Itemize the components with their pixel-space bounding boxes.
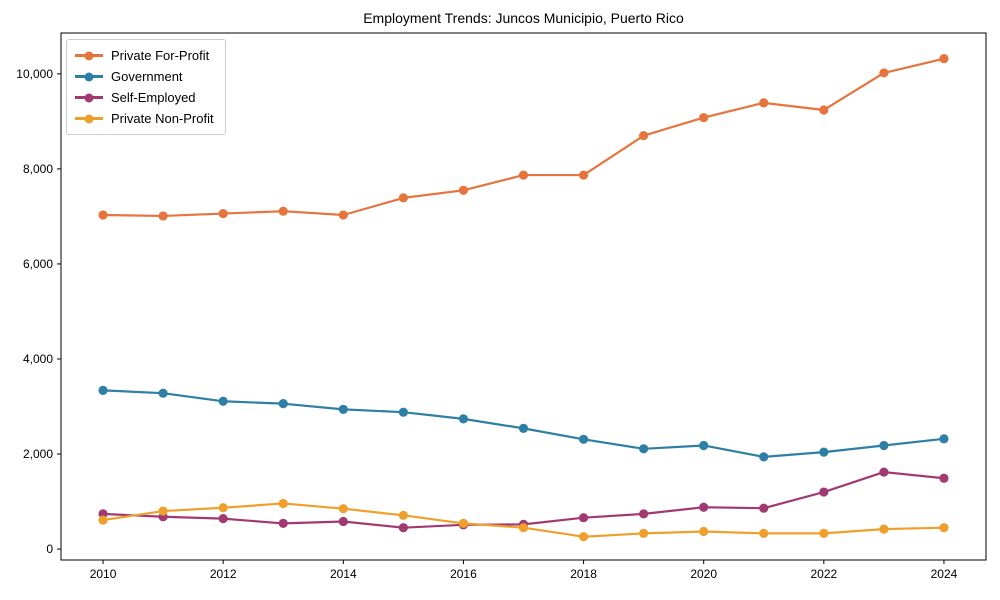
legend-line-marker-icon [75, 72, 103, 81]
data-point [278, 206, 288, 216]
data-point [398, 193, 408, 203]
data-point [819, 487, 829, 497]
series-line [101, 57, 946, 218]
data-point [759, 528, 769, 538]
series-private-non-profit [98, 498, 949, 542]
data-point [578, 513, 589, 523]
data-point [639, 509, 649, 519]
series-line [101, 470, 946, 529]
data-point [759, 452, 769, 462]
series-line [101, 389, 946, 458]
data-point [939, 473, 949, 483]
data-point [218, 514, 228, 524]
data-point [699, 440, 709, 451]
series-self-employed [98, 467, 949, 533]
data-point [278, 518, 288, 529]
data-point [218, 503, 228, 513]
y-tick-label: 2,000 [23, 447, 53, 461]
x-tick-label: 2022 [810, 567, 837, 581]
data-point [518, 523, 529, 533]
data-point [759, 503, 769, 513]
data-point [98, 385, 108, 395]
data-point [578, 434, 589, 444]
data-point [158, 211, 168, 221]
data-point [699, 112, 709, 123]
data-point [398, 407, 408, 417]
legend-item-government: Government [75, 66, 214, 87]
data-point [639, 444, 649, 454]
data-point [218, 396, 228, 406]
data-point [879, 68, 889, 78]
legend-item-private-non-profit: Private Non-Profit [75, 108, 214, 129]
data-point [578, 532, 589, 542]
y-tick-label: 10,000 [16, 67, 53, 81]
legend-item-self-employed: Self-Employed [75, 87, 214, 108]
data-point [879, 467, 889, 477]
data-point [819, 105, 829, 115]
y-tick-label: 8,000 [23, 162, 53, 176]
data-point [158, 388, 168, 398]
data-point [218, 208, 228, 219]
data-point [639, 528, 649, 538]
data-point [699, 502, 709, 512]
series-government [98, 385, 949, 462]
data-point [98, 210, 108, 220]
data-point [338, 404, 348, 414]
data-point [98, 515, 108, 525]
chart-title: Employment Trends: Juncos Municipio, Pue… [363, 10, 684, 26]
data-point [458, 414, 469, 424]
legend-label: Private For-Profit [111, 48, 210, 63]
x-tick-label: 2018 [570, 567, 597, 581]
data-point [518, 170, 529, 180]
data-point [458, 185, 469, 195]
data-point [939, 54, 949, 64]
data-point [759, 98, 769, 108]
y-tick-label: 0 [46, 542, 53, 556]
legend-line-marker-icon [75, 93, 103, 102]
data-point [338, 516, 348, 527]
y-tick-label: 4,000 [23, 352, 53, 366]
x-tick-label: 2024 [931, 567, 958, 581]
data-point [879, 440, 889, 451]
data-point [939, 523, 949, 533]
data-point [578, 170, 589, 180]
legend-label: Private Non-Profit [111, 111, 214, 126]
x-tick-label: 2012 [210, 567, 237, 581]
data-point [879, 524, 889, 534]
series-private-for-profit [98, 54, 949, 221]
data-point [819, 447, 829, 457]
data-point [338, 504, 348, 514]
legend-label: Self-Employed [111, 90, 196, 105]
axes-box [60, 32, 987, 561]
x-tick-label: 2020 [690, 567, 717, 581]
data-point [338, 210, 348, 220]
data-point [278, 498, 288, 509]
legend-line-marker-icon [75, 51, 103, 60]
x-tick-label: 2016 [450, 567, 477, 581]
data-point [398, 510, 408, 520]
y-tick-label: 6,000 [23, 257, 53, 271]
legend-label: Government [111, 69, 183, 84]
data-point [939, 434, 949, 444]
data-point [518, 423, 529, 433]
legend: Private For-Profit Government Self-Emplo… [66, 39, 226, 135]
legend-item-private-for-profit: Private For-Profit [75, 45, 214, 66]
data-point [278, 399, 288, 409]
data-point [819, 528, 829, 538]
data-point [458, 518, 469, 529]
data-point [639, 131, 649, 141]
legend-line-marker-icon [75, 114, 103, 123]
x-tick-label: 2010 [90, 567, 117, 581]
data-point [158, 506, 168, 516]
x-tick-label: 2014 [330, 567, 357, 581]
data-point [398, 523, 408, 533]
data-point [699, 526, 709, 537]
